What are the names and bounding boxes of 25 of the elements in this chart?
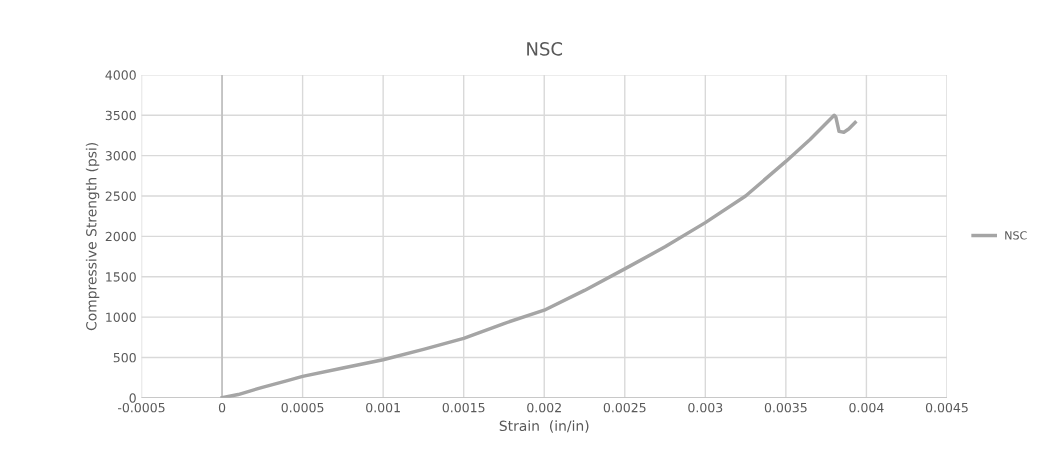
x-tick-label: 0.0025 [603, 402, 646, 413]
x-tick-label: 0.002 [527, 402, 561, 413]
x-tick-label: 0.0045 [925, 402, 968, 413]
y-tick-label: 1000 [106, 312, 136, 322]
y-tick-label: 3000 [105, 151, 136, 161]
x-tick-label: -0.0005 [118, 402, 165, 413]
y-axis-title: Compressive Strength (psi) [85, 142, 100, 331]
chart-title: NSC [527, 42, 563, 56]
y-tick-label: 2500 [105, 191, 136, 201]
y-tick-label: 0 [129, 393, 136, 403]
y-tick-label: 1500 [106, 272, 136, 282]
x-tick-label: 0.0005 [281, 402, 324, 413]
y-tick-label: 4000 [105, 70, 136, 80]
legend-label: NSC [1005, 231, 1027, 240]
y-tick-label: 2000 [105, 231, 136, 242]
x-axis-title: Strain (in/in) [499, 420, 589, 433]
x-tick-label: 0.0035 [764, 402, 807, 413]
y-tick-label: 3500 [105, 110, 136, 121]
x-tick-label: 0 [218, 402, 226, 413]
x-tick-label: 0.003 [688, 402, 723, 413]
x-tick-label: 0.001 [366, 402, 400, 413]
y-tick-label: 500 [113, 352, 136, 363]
line-series [220, 113, 857, 398]
x-tick-label: 0.0015 [442, 402, 485, 413]
x-tick-label: 0.004 [849, 402, 884, 413]
